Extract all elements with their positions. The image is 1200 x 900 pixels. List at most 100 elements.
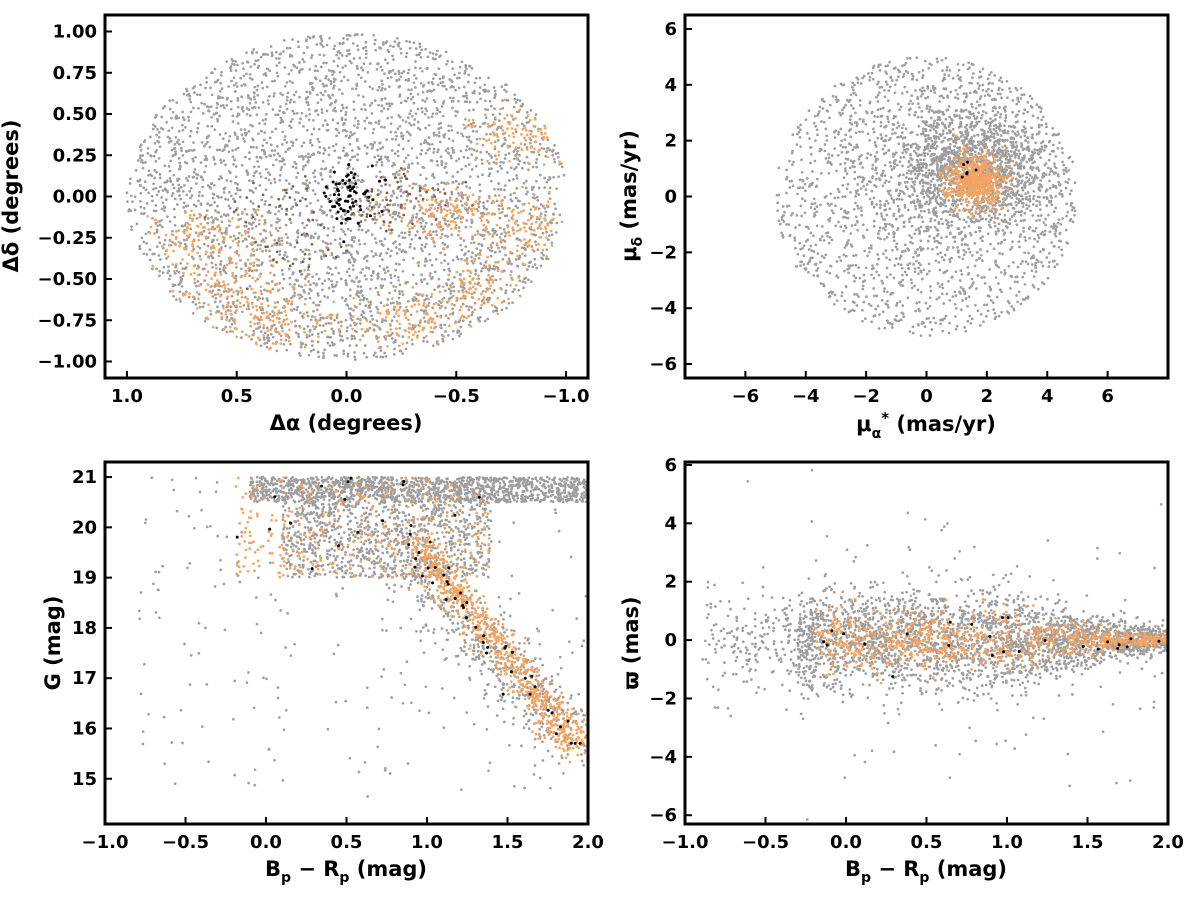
scatter-point	[153, 232, 156, 235]
scatter-point	[550, 244, 554, 247]
scatter-point	[261, 297, 265, 300]
scatter-point	[537, 186, 541, 190]
scatter-point	[543, 225, 547, 229]
scatter-point	[422, 339, 425, 343]
scatter-point	[290, 140, 293, 144]
scatter-point	[354, 276, 358, 280]
scatter-point	[402, 309, 406, 313]
scatter-point	[397, 275, 400, 279]
scatter-point	[145, 253, 149, 256]
scatter-point	[293, 283, 296, 286]
scatter-point	[328, 36, 331, 40]
scatter-point	[210, 277, 213, 280]
scatter-point	[397, 173, 400, 177]
scatter-point	[470, 313, 474, 317]
scatter-point	[179, 278, 183, 282]
scatter-point	[476, 232, 480, 236]
scatter-point	[205, 81, 208, 84]
scatter-point	[555, 221, 559, 225]
scatter-point	[398, 302, 402, 305]
scatter-point	[203, 170, 206, 174]
scatter-point	[467, 249, 470, 253]
scatter-point	[289, 126, 293, 129]
scatter-point	[500, 301, 504, 304]
scatter-point	[459, 325, 463, 329]
scatter-point	[304, 343, 308, 347]
scatter-point	[420, 106, 424, 110]
scatter-point	[284, 251, 287, 254]
scatter-point	[252, 253, 256, 257]
scatter-point	[408, 326, 411, 330]
scatter-point	[342, 251, 345, 255]
scatter-point	[529, 208, 533, 211]
scatter-point	[947, 105, 951, 108]
scatter-point	[531, 135, 535, 138]
scatter-point	[229, 69, 233, 72]
scatter-point	[256, 59, 260, 62]
scatter-point	[310, 333, 314, 336]
scatter-point	[302, 51, 306, 55]
scatter-point	[538, 217, 541, 221]
scatter-point	[134, 169, 138, 172]
scatter-point	[178, 165, 182, 169]
scatter-point	[433, 321, 437, 325]
scatter-point	[352, 308, 355, 312]
scatter-point	[252, 221, 255, 224]
scatter-point	[368, 214, 372, 218]
scatter-point	[198, 254, 202, 258]
scatter-point	[305, 335, 309, 339]
scatter-point	[1048, 230, 1052, 234]
scatter-point	[457, 290, 461, 293]
scatter-point	[170, 126, 174, 130]
scatter-point	[360, 313, 363, 317]
scatter-point	[295, 238, 298, 242]
scatter-point	[533, 263, 537, 266]
scatter-point	[299, 345, 303, 349]
scatter-point	[433, 270, 437, 274]
scatter-point	[145, 202, 149, 205]
scatter-point	[473, 81, 477, 85]
scatter-point	[284, 223, 288, 227]
scatter-point	[283, 111, 286, 115]
panel-sky-position: 1.0 0.5 0.0 −0.5 −1.01.000.750.500.250.00−0.…	[0, 13, 590, 435]
scatter-point	[173, 215, 176, 219]
scatter-point	[435, 233, 439, 237]
scatter-point	[358, 224, 361, 228]
scatter-point	[511, 217, 515, 221]
scatter-point	[534, 113, 538, 116]
scatter-point	[314, 283, 318, 287]
scatter-point	[390, 164, 394, 168]
scatter-point	[450, 302, 454, 306]
scatter-point	[487, 125, 490, 129]
scatter-point	[254, 208, 257, 212]
scatter-point	[459, 305, 463, 309]
scatter-point	[515, 176, 519, 180]
scatter-point	[461, 285, 464, 289]
scatter-point	[308, 334, 311, 338]
scatter-point	[515, 166, 518, 169]
scatter-point	[378, 215, 382, 218]
scatter-point	[497, 207, 501, 211]
scatter-point	[270, 149, 274, 152]
scatter-point	[276, 312, 280, 316]
scatter-point	[252, 181, 255, 185]
scatter-point	[475, 100, 479, 104]
scatter-point	[482, 237, 486, 241]
scatter-point	[818, 105, 822, 109]
scatter-point	[284, 179, 288, 182]
scatter-point	[332, 193, 336, 197]
scatter-point	[302, 257, 306, 261]
scatter-point	[193, 85, 196, 88]
scatter-point	[445, 213, 449, 217]
scatter-point	[390, 337, 394, 340]
scatter-point	[346, 336, 349, 340]
scatter-point	[365, 152, 369, 155]
scatter-point	[906, 296, 910, 300]
scatter-point	[446, 235, 450, 238]
scatter-point	[474, 287, 478, 291]
scatter-point	[515, 156, 519, 160]
scatter-point	[326, 234, 330, 237]
scatter-point	[177, 116, 181, 120]
scatter-point	[429, 159, 433, 162]
scatter-point	[197, 234, 200, 238]
